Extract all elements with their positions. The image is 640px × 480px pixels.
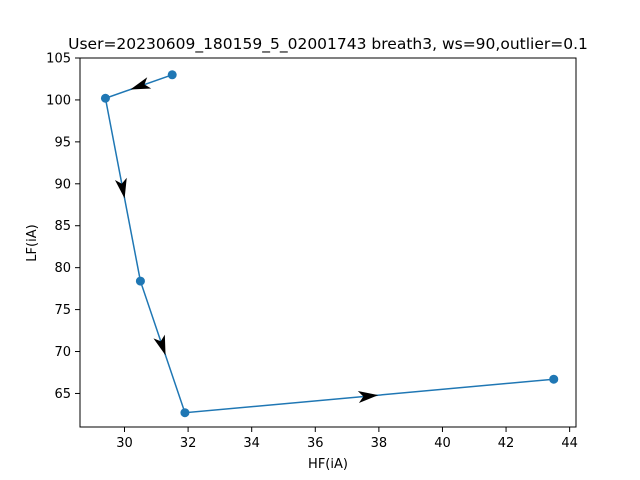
data-point: [549, 374, 559, 384]
direction-arrow: [130, 77, 152, 90]
x-tick-label: 36: [307, 436, 324, 451]
direction-arrow: [114, 177, 127, 199]
y-tick-label: 90: [54, 177, 71, 192]
x-tick-label: 42: [498, 436, 515, 451]
x-tick-label: 38: [371, 436, 388, 451]
direction-arrow: [153, 334, 166, 356]
series-line: [104, 74, 554, 414]
y-tick-label: 85: [54, 219, 71, 234]
x-tick-label: 30: [116, 436, 133, 451]
y-axis-label: LF(iA): [25, 224, 40, 261]
data-point: [135, 276, 145, 286]
x-tick-label: 32: [180, 436, 197, 451]
y-tick-label: 105: [46, 52, 71, 67]
y-tick-label: 100: [46, 93, 71, 108]
x-tick-label: 34: [243, 436, 260, 451]
y-tick-label: 75: [54, 303, 71, 318]
data-point: [167, 70, 177, 80]
y-tick-label: 65: [54, 387, 71, 402]
x-tick-label: 40: [434, 436, 451, 451]
x-axis-label: HF(iA): [308, 457, 348, 472]
data-point: [100, 93, 110, 103]
chart-title: User=20230609_180159_5_02001743 breath3,…: [68, 35, 588, 54]
y-tick-label: 80: [54, 261, 71, 276]
y-tick-label: 70: [54, 345, 71, 360]
data-point: [180, 408, 190, 418]
plot-frame: [79, 57, 577, 428]
plot-area: 30 32 34 36 38 40 42 44 65 70 75 80 85 90 95 100 105: [46, 52, 578, 452]
y-tick-label: 95: [54, 135, 71, 150]
direction-arrow: [357, 390, 379, 403]
x-tick-label: 44: [561, 436, 578, 451]
